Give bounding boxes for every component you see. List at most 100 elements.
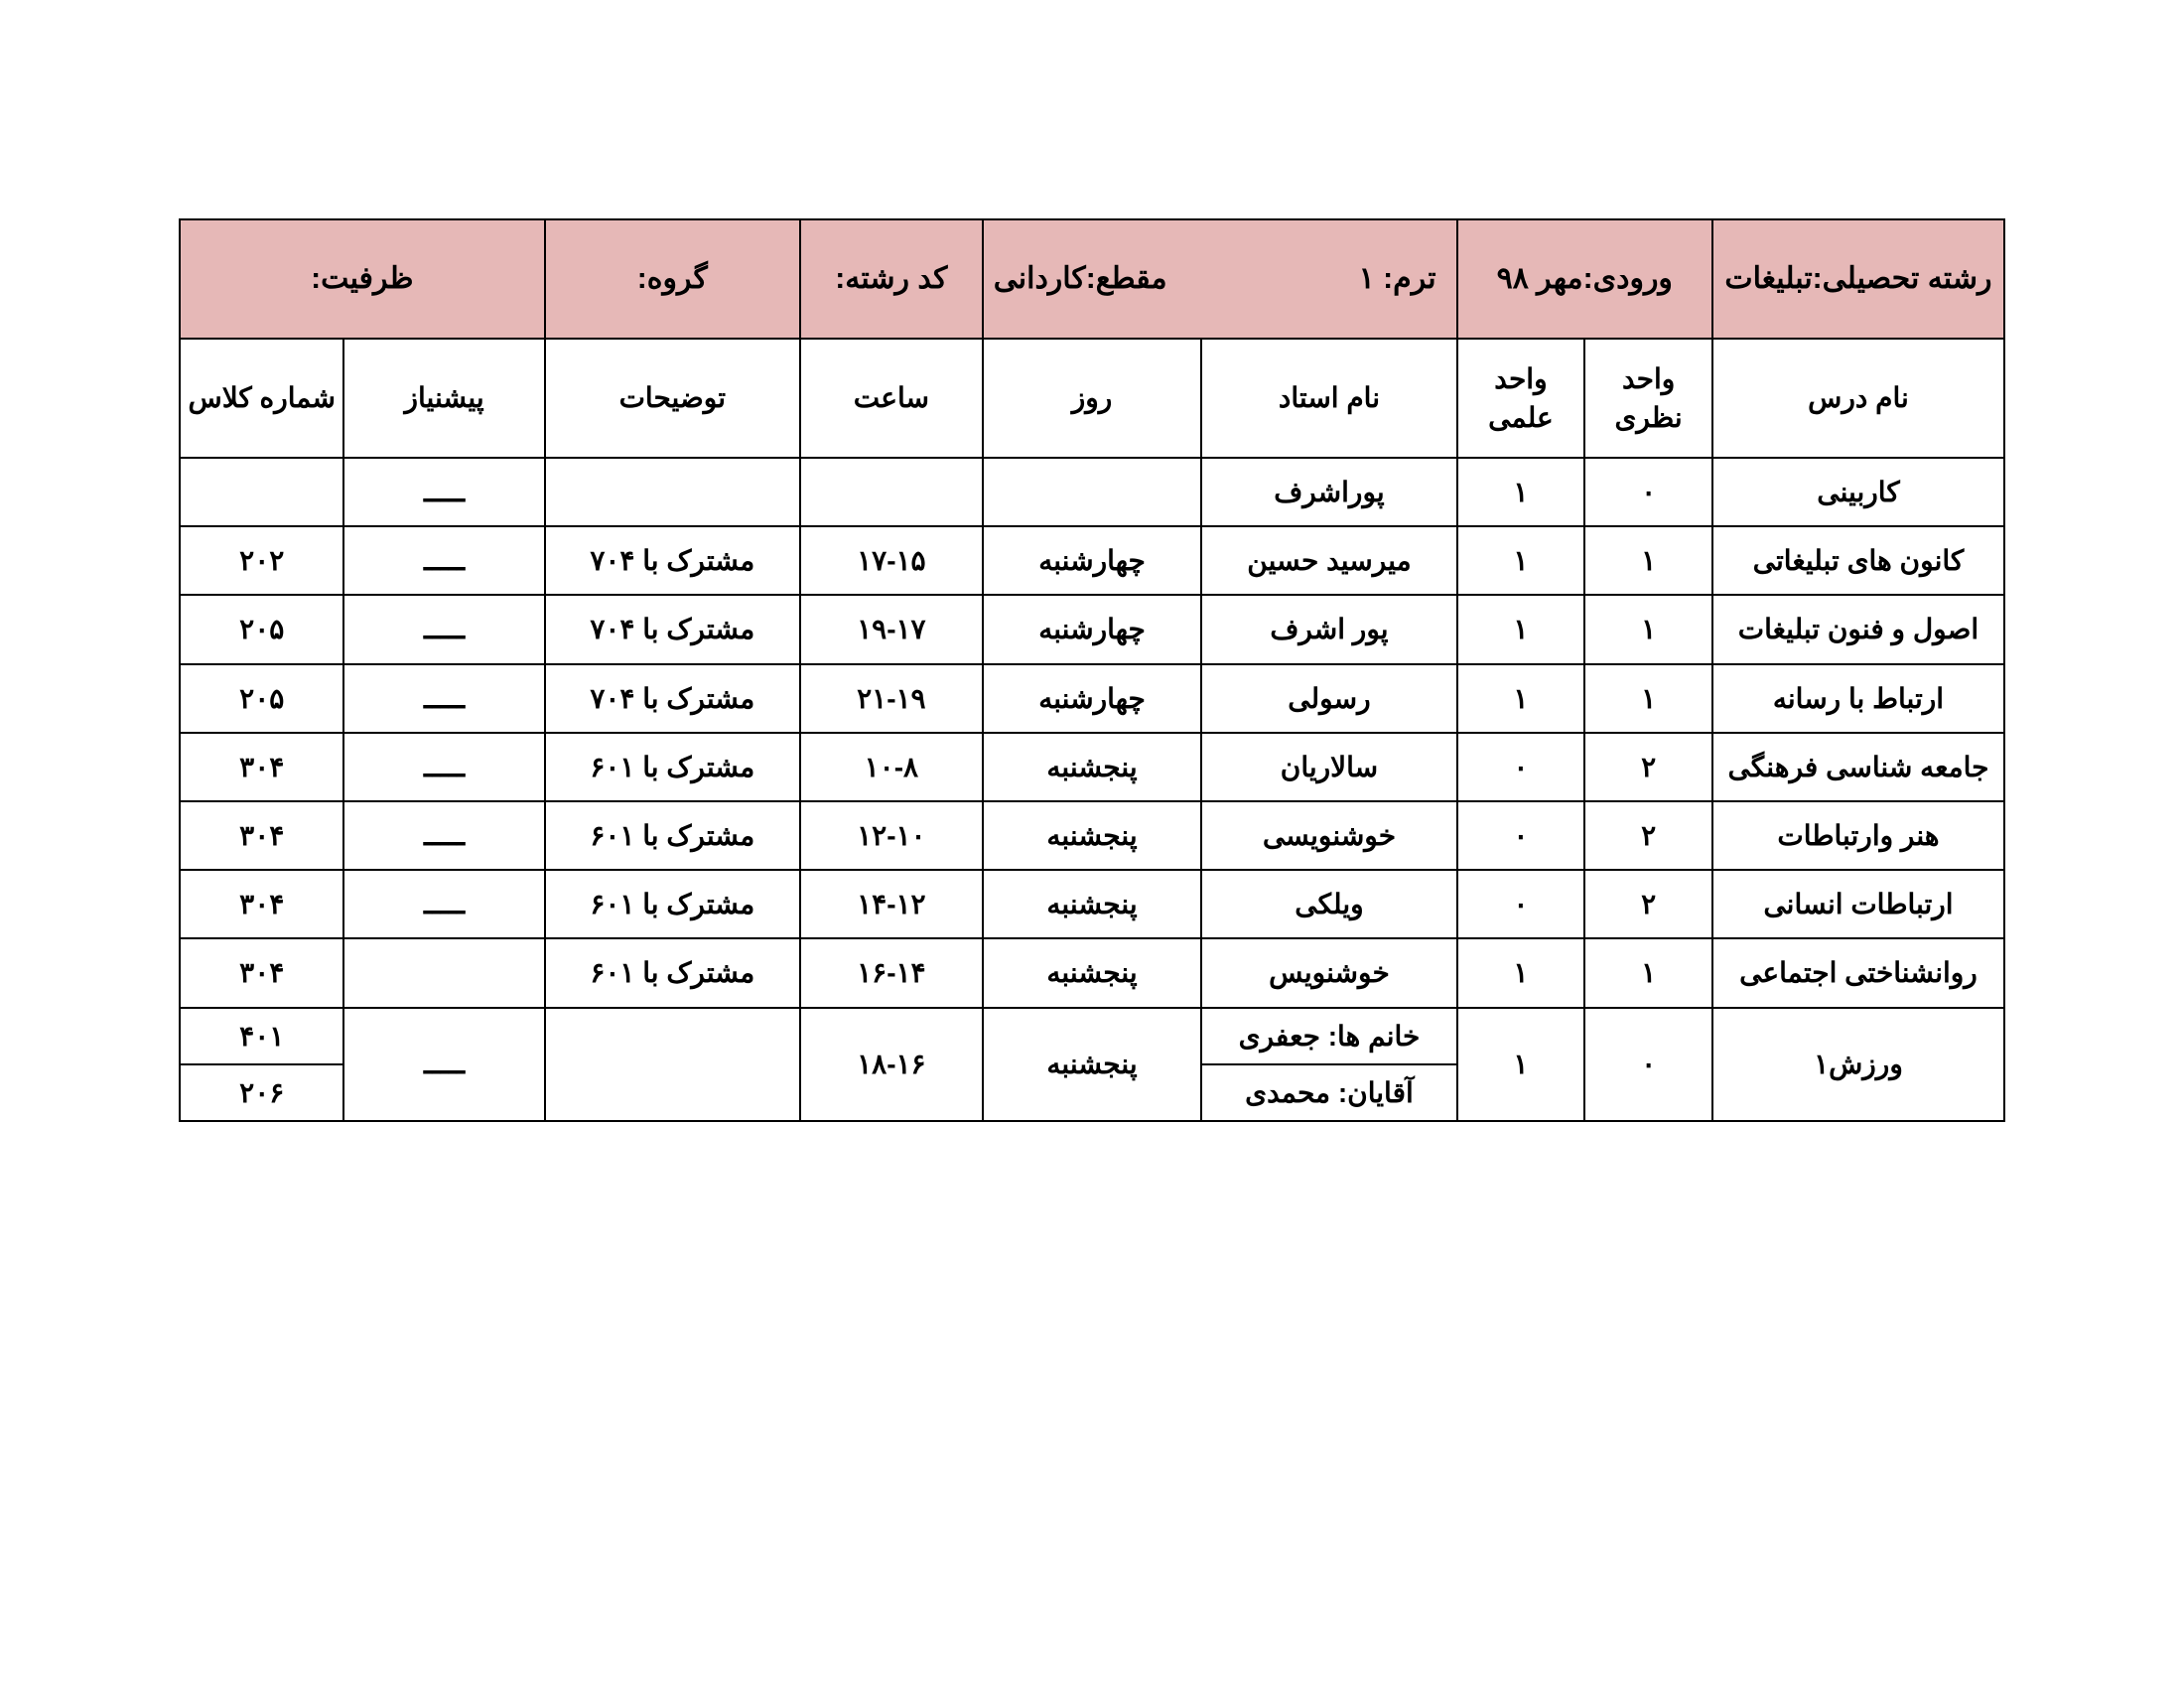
cell-prof-b: آقایان: محمدی: [1202, 1065, 1455, 1120]
cell-notes: مشترک با ۷۰۴: [545, 664, 800, 733]
cell-prof: رسولی: [1201, 664, 1456, 733]
cell-notes: مشترک با ۷۰۴: [545, 526, 800, 595]
cell-prac: ۱: [1457, 526, 1585, 595]
cell-prereq: ـــــ: [343, 458, 544, 526]
cell-day: چهارشنبه: [983, 526, 1202, 595]
table-row-sport: ورزش۱ ۰ ۱ خانم ها: جعفری آقایان: محمدی پ…: [180, 1008, 2004, 1121]
cell-prof: سالاریان: [1201, 733, 1456, 801]
column-header-row: نام درس واحد نظری واحد علمی نام استاد رو…: [180, 339, 2004, 458]
cell-prac: ۱: [1457, 938, 1585, 1007]
meta-code: کد رشته:: [800, 219, 983, 339]
col-prof: نام استاد: [1201, 339, 1456, 458]
cell-prof: پور اشرف: [1201, 595, 1456, 663]
cell-room: ۲۰۵: [180, 595, 343, 663]
cell-prereq: ـــــ: [343, 526, 544, 595]
cell-prof: میرسید حسین: [1201, 526, 1456, 595]
cell-prac: ۰: [1457, 870, 1585, 938]
cell-time: ۱۹-۱۷: [800, 595, 983, 663]
cell-theory: ۲: [1584, 733, 1712, 801]
cell-theory: ۱: [1584, 595, 1712, 663]
cell-room-a: ۴۰۱: [181, 1009, 342, 1065]
cell-room-b: ۲۰۶: [181, 1065, 342, 1120]
col-time: ساعت: [800, 339, 983, 458]
cell-course: کاربینی: [1712, 458, 2004, 526]
table-row: کاربینی ۰ ۱ پوراشرف ـــــ: [180, 458, 2004, 526]
cell-course: هنر وارتباطات: [1712, 801, 2004, 870]
page: رشته تحصیلی:تبلیغات ورودی:مهر ۹۸ ترم: ۱ …: [0, 0, 2184, 1688]
cell-room: [180, 458, 343, 526]
cell-day: [983, 458, 1202, 526]
col-theory: واحد نظری: [1584, 339, 1712, 458]
meta-level: مقطع:کاردانی: [983, 219, 1202, 339]
schedule-table: رشته تحصیلی:تبلیغات ورودی:مهر ۹۸ ترم: ۱ …: [179, 218, 2005, 1122]
cell-prac: ۱: [1457, 595, 1585, 663]
cell-time: [800, 458, 983, 526]
cell-notes: مشترک با ۶۰۱: [545, 870, 800, 938]
cell-day: چهارشنبه: [983, 664, 1202, 733]
cell-room: ۳۰۴: [180, 733, 343, 801]
cell-day: پنجشنبه: [983, 801, 1202, 870]
cell-prof: خوشنویسی: [1201, 801, 1456, 870]
col-room: شماره کلاس: [180, 339, 343, 458]
cell-theory: ۱: [1584, 938, 1712, 1007]
cell-room: ۳۰۴: [180, 801, 343, 870]
table-row: روانشناختی اجتماعی ۱ ۱ خوشنویس پنجشنبه ۱…: [180, 938, 2004, 1007]
cell-prereq: [343, 938, 544, 1007]
cell-prac: ۰: [1457, 733, 1585, 801]
cell-room-split: ۴۰۱ ۲۰۶: [180, 1008, 343, 1121]
cell-theory: ۰: [1584, 1008, 1712, 1121]
cell-room: ۲۰۵: [180, 664, 343, 733]
col-notes: توضیحات: [545, 339, 800, 458]
cell-prereq: ـــــ: [343, 801, 544, 870]
cell-theory: ۲: [1584, 870, 1712, 938]
cell-time: ۱۰-۸: [800, 733, 983, 801]
cell-prereq: ـــــ: [343, 1008, 544, 1121]
cell-course: ورزش۱: [1712, 1008, 2004, 1121]
meta-entry: ورودی:مهر ۹۸: [1457, 219, 1712, 339]
table-row: ارتباط با رسانه ۱ ۱ رسولی چهارشنبه ۲۱-۱۹…: [180, 664, 2004, 733]
cell-course: کانون های تبلیغاتی: [1712, 526, 2004, 595]
col-day: روز: [983, 339, 1202, 458]
meta-header-row: رشته تحصیلی:تبلیغات ورودی:مهر ۹۸ ترم: ۱ …: [180, 219, 2004, 339]
meta-capacity: ظرفیت:: [180, 219, 545, 339]
cell-room: ۳۰۴: [180, 870, 343, 938]
cell-day: پنجشنبه: [983, 938, 1202, 1007]
cell-time: ۱۴-۱۲: [800, 870, 983, 938]
meta-group: گروه:: [545, 219, 800, 339]
cell-prac: ۱: [1457, 458, 1585, 526]
cell-prof: پوراشرف: [1201, 458, 1456, 526]
cell-time: ۱۷-۱۵: [800, 526, 983, 595]
cell-prereq: ـــــ: [343, 870, 544, 938]
cell-theory: ۱: [1584, 664, 1712, 733]
cell-notes: [545, 458, 800, 526]
cell-notes: مشترک با ۷۰۴: [545, 595, 800, 663]
col-course: نام درس: [1712, 339, 2004, 458]
cell-time: ۲۱-۱۹: [800, 664, 983, 733]
cell-theory: ۲: [1584, 801, 1712, 870]
cell-room: ۲۰۲: [180, 526, 343, 595]
cell-prac: ۱: [1457, 1008, 1585, 1121]
cell-room: ۳۰۴: [180, 938, 343, 1007]
table-row: هنر وارتباطات ۲ ۰ خوشنویسی پنجشنبه ۱۲-۱۰…: [180, 801, 2004, 870]
cell-theory: ۱: [1584, 526, 1712, 595]
cell-prereq: ـــــ: [343, 664, 544, 733]
cell-course: روانشناختی اجتماعی: [1712, 938, 2004, 1007]
cell-prereq: ـــــ: [343, 595, 544, 663]
cell-notes: مشترک با ۶۰۱: [545, 801, 800, 870]
cell-day: پنجشنبه: [983, 733, 1202, 801]
cell-time: ۱۶-۱۴: [800, 938, 983, 1007]
table-row: ارتباطات انسانی ۲ ۰ ویلکی پنجشنبه ۱۴-۱۲ …: [180, 870, 2004, 938]
cell-course: ارتباط با رسانه: [1712, 664, 2004, 733]
cell-notes: [545, 1008, 800, 1121]
col-prereq: پیشنیاز: [343, 339, 544, 458]
cell-time: ۱۲-۱۰: [800, 801, 983, 870]
cell-prac: ۰: [1457, 801, 1585, 870]
cell-prof: ویلکی: [1201, 870, 1456, 938]
cell-day: پنجشنبه: [983, 870, 1202, 938]
table-row: اصول و فنون تبلیغات ۱ ۱ پور اشرف چهارشنب…: [180, 595, 2004, 663]
cell-prof: خوشنویس: [1201, 938, 1456, 1007]
cell-course: ارتباطات انسانی: [1712, 870, 2004, 938]
cell-course: اصول و فنون تبلیغات: [1712, 595, 2004, 663]
cell-notes: مشترک با ۶۰۱: [545, 938, 800, 1007]
cell-day: پنجشنبه: [983, 1008, 1202, 1121]
